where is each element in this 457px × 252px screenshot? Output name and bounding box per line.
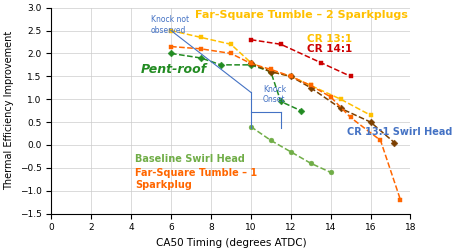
X-axis label: CA50 Timing (degrees ATDC): CA50 Timing (degrees ATDC) [155, 238, 306, 248]
Text: Far-Square Tumble – 2 Sparkplugs: Far-Square Tumble – 2 Sparkplugs [195, 10, 408, 20]
Y-axis label: Thermal Efficiency Improvement: Thermal Efficiency Improvement [4, 31, 14, 190]
Text: CR 13:1: CR 13:1 [307, 34, 352, 44]
Text: Knock
Onset: Knock Onset [263, 85, 286, 104]
Text: Far-Square Tumble – 1
Sparkplug: Far-Square Tumble – 1 Sparkplug [135, 168, 257, 190]
Text: Baseline Swirl Head: Baseline Swirl Head [135, 154, 245, 164]
Text: CR 13:1 Swirl Head: CR 13:1 Swirl Head [346, 127, 452, 137]
Text: Pent-roof: Pent-roof [141, 63, 207, 76]
Text: Knock not
observed: Knock not observed [151, 15, 189, 35]
Text: CR 14:1: CR 14:1 [307, 44, 352, 54]
